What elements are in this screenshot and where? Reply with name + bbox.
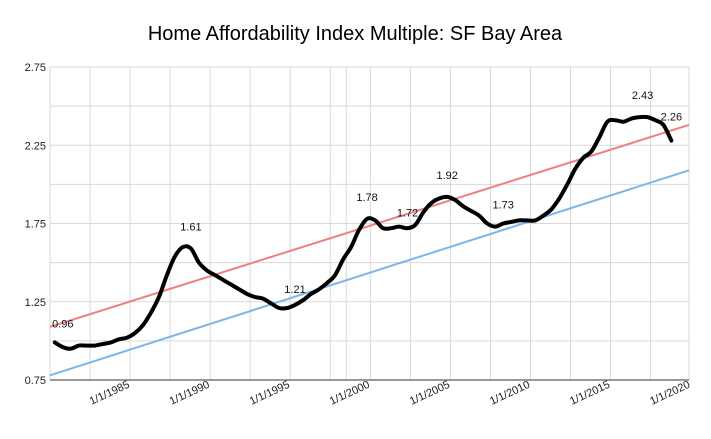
x-tick-label: 1/1/1990 xyxy=(168,379,212,408)
y-tick-label: 2.25 xyxy=(25,140,46,152)
y-tick-label: 2.75 xyxy=(25,62,46,74)
data-label: 2.43 xyxy=(632,90,653,102)
data-label: 2.26 xyxy=(661,112,682,124)
x-tick-label: 1/1/2020 xyxy=(648,379,692,408)
x-tick-label: 1/1/1995 xyxy=(248,379,292,408)
x-tick-label: 1/1/2015 xyxy=(568,379,612,408)
data-label: 1.61 xyxy=(180,222,201,234)
x-tick-label: 1/1/1985 xyxy=(88,379,132,408)
lower-trend-line xyxy=(49,169,690,377)
data-label: 1.73 xyxy=(493,200,514,212)
data-label: 1.21 xyxy=(284,284,305,296)
affordability-series-line xyxy=(52,114,674,351)
upper-trend-line xyxy=(49,123,690,328)
y-tick-label: 1.75 xyxy=(25,219,46,231)
y-tick-label: 0.75 xyxy=(25,375,46,387)
data-label: 0.96 xyxy=(52,318,73,330)
x-tick-label: 1/1/2010 xyxy=(488,379,532,408)
chart-title: Home Affordability Index Multiple: SF Ba… xyxy=(148,23,563,45)
x-tick-label: 1/1/2005 xyxy=(408,379,452,408)
data-label: 1.78 xyxy=(356,192,377,204)
data-label: 1.72 xyxy=(397,208,418,220)
data-label: 1.92 xyxy=(436,170,457,182)
y-tick-label: 1.25 xyxy=(25,297,46,309)
x-tick-label: 1/1/2000 xyxy=(328,379,372,408)
